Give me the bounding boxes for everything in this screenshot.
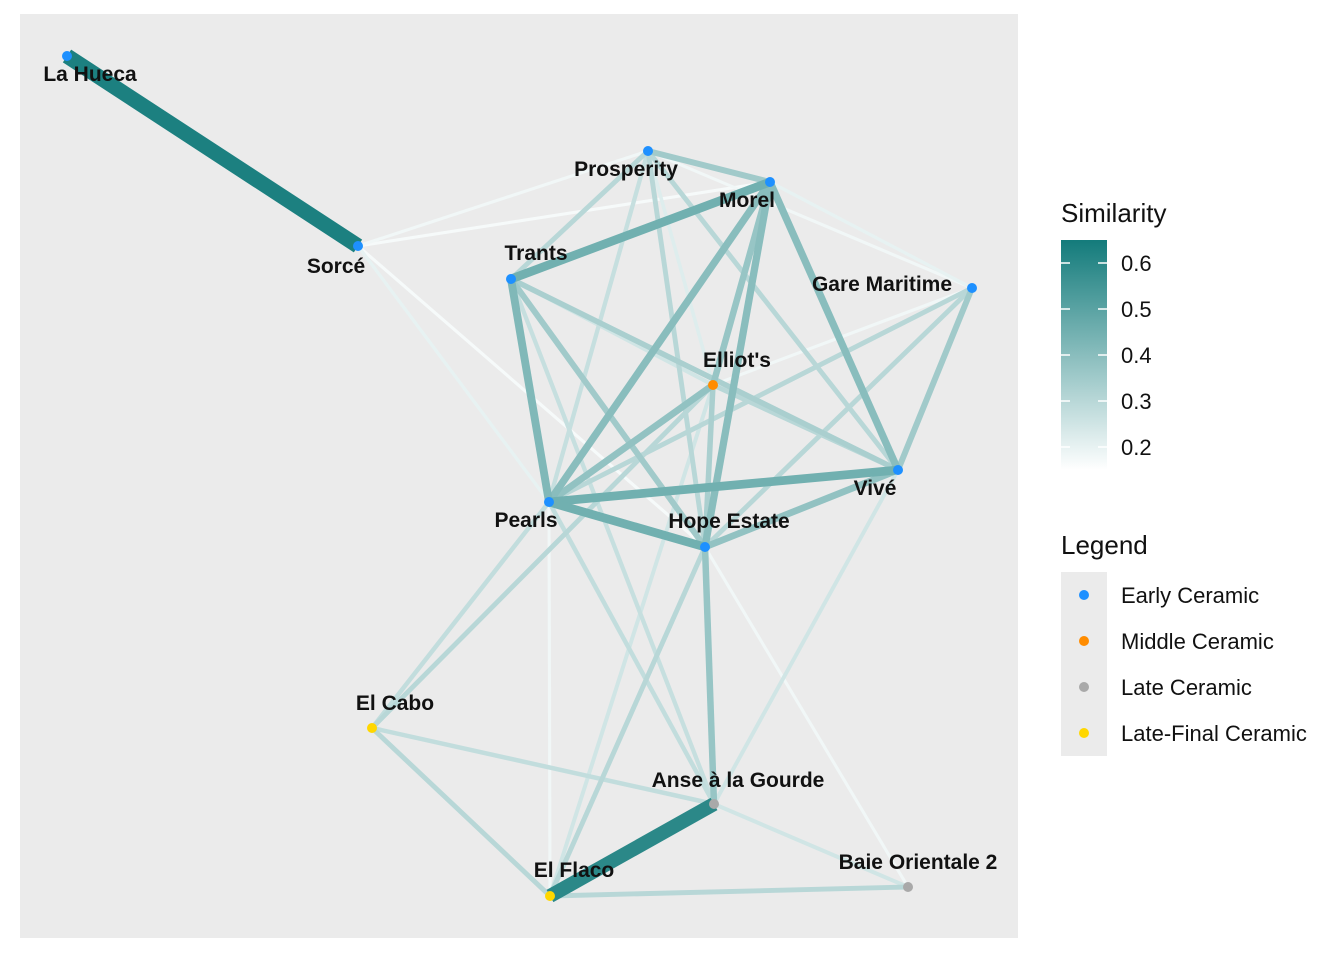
edge-sorce-pearls xyxy=(356,245,551,503)
legend-label-0: Early Ceramic xyxy=(1121,583,1259,608)
legend-title: Legend xyxy=(1061,530,1148,560)
colorbar-tick-label-0: 0.6 xyxy=(1121,251,1152,276)
edge-morel-vive xyxy=(766,180,902,472)
edge-pearls-anse xyxy=(547,500,716,806)
edge-vive-anse xyxy=(712,469,900,805)
colorbar-title: Similarity xyxy=(1061,198,1166,228)
node-label-pearls: Pearls xyxy=(494,509,557,532)
node-prosperity xyxy=(643,146,653,156)
node-label-layer: La Hueca Sorcé Prosperity Morel Trants Gare M… xyxy=(43,63,997,882)
colorbar-tick-label-3: 0.3 xyxy=(1121,389,1152,414)
edge-anse-baie xyxy=(713,802,909,889)
node-vive xyxy=(893,465,903,475)
edge-prosperity-elliots xyxy=(646,150,715,386)
legend: Early Ceramic Middle Ceramic Late Ceramic L… xyxy=(1061,572,1307,756)
node-label-trants: Trants xyxy=(504,242,567,265)
legend-key-background xyxy=(1061,572,1107,756)
node-la_hueca xyxy=(62,51,72,61)
node-label-el_cabo: El Cabo xyxy=(356,692,434,715)
edge-hope_estate-baie xyxy=(703,546,910,888)
edge-gare_maritime-hope_estate xyxy=(703,286,974,549)
edge-prosperity-pearls xyxy=(546,150,651,503)
edge-gare_maritime-vive xyxy=(895,286,975,472)
edge-elliots-el_flaco xyxy=(548,384,715,897)
node-el_cabo xyxy=(367,723,377,733)
node-elliots xyxy=(708,380,718,390)
edge-pearls-el_cabo xyxy=(370,500,551,730)
legend-label-3: Late-Final Ceramic xyxy=(1121,721,1307,746)
node-label-hope_estate: Hope Estate xyxy=(668,510,789,533)
colorbar-ticks: 0.6 0.5 0.4 0.3 0.2 xyxy=(1061,251,1152,460)
edge-sorce-morel xyxy=(357,180,771,248)
node-label-morel: Morel xyxy=(719,189,775,212)
node-gare_maritime xyxy=(967,283,977,293)
node-label-el_flaco: El Flaco xyxy=(534,859,615,882)
edge-pearls-el_flaco xyxy=(547,501,552,897)
edge-prosperity-vive xyxy=(646,149,900,472)
legend-key-2 xyxy=(1079,682,1089,692)
node-morel xyxy=(765,177,775,187)
node-pearls xyxy=(544,497,554,507)
edge-trants-vive xyxy=(509,276,900,473)
edge-gare_maritime-pearls xyxy=(547,285,974,505)
edge-vive-pearls xyxy=(548,465,899,507)
node-anse xyxy=(709,799,719,809)
edge-prosperity-morel xyxy=(647,148,771,185)
edge-el_flaco-anse xyxy=(546,797,718,903)
node-label-sorce: Sorcé xyxy=(307,255,365,278)
edge-morel-trants xyxy=(509,177,772,284)
legend-label-1: Middle Ceramic xyxy=(1121,629,1274,654)
edge-elliots-el_cabo xyxy=(370,383,715,730)
edge-hope_estate-anse xyxy=(701,546,718,805)
node-label-prosperity: Prosperity xyxy=(574,158,678,181)
edge-layer xyxy=(62,49,975,903)
edge-prosperity-hope_estate xyxy=(645,150,708,548)
node-label-baie: Baie Orientale 2 xyxy=(839,851,998,874)
edge-trants-pearls xyxy=(507,278,553,503)
colorbar-tick-label-1: 0.5 xyxy=(1121,297,1152,322)
edge-pearls-hope_estate xyxy=(547,497,707,552)
colorbar-tick-label-4: 0.2 xyxy=(1121,435,1152,460)
node-label-anse: Anse à la Gourde xyxy=(652,769,825,792)
edge-trants-anse xyxy=(508,278,717,805)
edge-hope_estate-el_flaco xyxy=(547,546,708,897)
node-label-gare_maritime: Gare Maritime xyxy=(812,273,952,296)
edge-el_cabo-anse xyxy=(371,725,715,807)
colorbar-tick-label-2: 0.4 xyxy=(1121,343,1152,368)
legend-key-0 xyxy=(1079,590,1089,600)
edge-la_hueca-sorce xyxy=(62,49,363,253)
node-layer xyxy=(62,51,977,901)
node-el_flaco xyxy=(545,891,555,901)
edge-vive-hope_estate xyxy=(703,466,900,551)
edge-el_cabo-el_flaco xyxy=(370,726,552,898)
legend-label-2: Late Ceramic xyxy=(1121,675,1252,700)
legend-key-1 xyxy=(1079,636,1089,646)
legend-key-3 xyxy=(1079,728,1089,738)
node-trants xyxy=(506,274,516,284)
edge-elliots-pearls xyxy=(547,382,715,505)
node-label-elliots: Elliot's xyxy=(703,349,771,372)
edge-el_flaco-baie xyxy=(549,884,909,899)
node-label-vive: Vivé xyxy=(854,477,897,500)
node-label-la_hueca: La Hueca xyxy=(43,63,137,86)
edge-prosperity-gare_maritime xyxy=(647,149,973,290)
edge-prosperity-trants xyxy=(509,149,650,281)
edge-morel-gare_maritime xyxy=(769,180,973,290)
node-hope_estate xyxy=(700,542,710,552)
node-sorce xyxy=(353,241,363,251)
node-baie xyxy=(903,882,913,892)
edge-sorce-prosperity xyxy=(357,149,649,248)
edge-morel-pearls xyxy=(545,179,774,505)
